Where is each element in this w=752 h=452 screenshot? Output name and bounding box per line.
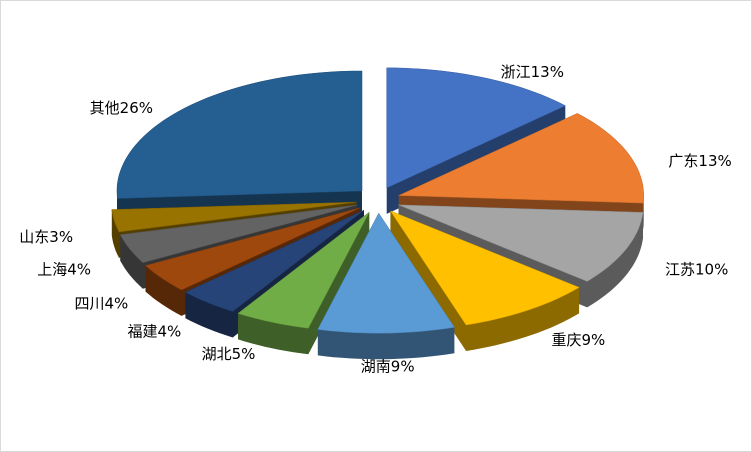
slice-top — [116, 70, 363, 199]
value-label: 5% — [232, 345, 256, 363]
data-label: 广东13% — [668, 152, 731, 170]
slice — [237, 211, 370, 355]
value-label: 3% — [49, 228, 73, 246]
value-label: 26% — [120, 98, 153, 116]
slice-top — [237, 211, 370, 329]
slice — [398, 113, 644, 230]
data-label: 湖北5% — [202, 345, 256, 363]
slice-top — [398, 113, 644, 204]
category-label: 江苏 — [665, 260, 695, 278]
value-label: 13% — [698, 152, 731, 170]
value-label: 10% — [695, 260, 728, 278]
category-label: 重庆 — [552, 331, 582, 349]
category-label: 浙江 — [501, 63, 531, 81]
slice-top — [144, 207, 361, 291]
data-label: 福建4% — [127, 322, 181, 340]
data-label: 重庆9% — [552, 331, 606, 349]
category-label: 广东 — [668, 152, 698, 170]
slice-top — [386, 67, 566, 189]
category-label: 四川 — [74, 294, 104, 312]
category-label: 湖北 — [202, 345, 232, 363]
data-label: 上海4% — [37, 260, 91, 278]
data-label: 四川4% — [74, 294, 128, 312]
slice — [398, 204, 644, 308]
data-label: 山东3% — [19, 228, 73, 246]
value-label: 9% — [582, 331, 606, 349]
slice-top — [317, 212, 455, 334]
category-label: 湖南 — [361, 357, 391, 375]
category-label: 福建 — [127, 322, 157, 340]
value-label: 13% — [531, 63, 564, 81]
value-label: 4% — [67, 260, 91, 278]
slice — [116, 70, 363, 225]
data-label: 江苏10% — [665, 260, 728, 278]
value-label: 4% — [105, 294, 129, 312]
slice-top — [398, 204, 644, 282]
slice-top — [389, 210, 580, 326]
slice-top — [119, 204, 358, 263]
slice-top — [111, 201, 357, 233]
data-label: 其他26% — [90, 98, 153, 116]
category-label: 其他 — [90, 98, 120, 116]
slice — [389, 210, 580, 351]
slice — [317, 212, 455, 360]
slice — [184, 209, 365, 338]
value-label: 4% — [158, 322, 182, 340]
data-label: 浙江13% — [501, 63, 564, 81]
category-label: 山东 — [19, 228, 49, 246]
slice-top — [184, 209, 365, 312]
value-label: 9% — [391, 357, 415, 375]
slice — [386, 67, 566, 214]
category-label: 上海 — [37, 260, 67, 278]
data-label: 湖南9% — [361, 357, 415, 375]
